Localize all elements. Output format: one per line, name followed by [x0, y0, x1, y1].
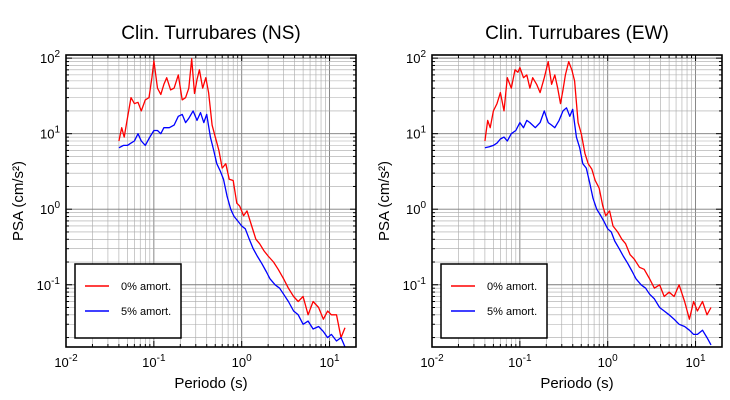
- tick-exponent: 1: [334, 353, 340, 364]
- tick-base: 10: [403, 278, 417, 293]
- x-tick-label: 10-1: [508, 353, 532, 370]
- legend-label: 0% amort.: [121, 281, 171, 293]
- tick-base: 10: [320, 355, 334, 370]
- tick-base: 10: [40, 51, 54, 66]
- y-axis-label: PSA (cm/s²): [376, 161, 393, 241]
- series-lines: [484, 60, 712, 346]
- tick-exponent: 2: [54, 49, 60, 60]
- tick-exponent: 1: [54, 125, 60, 136]
- legend: 0% amort. 5% amort.: [440, 263, 548, 339]
- tick-exponent: 2: [420, 49, 426, 60]
- y-tick-label: 102: [406, 49, 426, 66]
- tick-base: 10: [508, 355, 522, 370]
- tick-exponent: 0: [54, 200, 60, 211]
- legend-box: [440, 263, 548, 339]
- tick-base: 10: [142, 355, 156, 370]
- tick-exponent: -1: [417, 276, 426, 287]
- tick-exponent: -1: [523, 353, 532, 364]
- y-tick-label: 102: [40, 49, 60, 66]
- y-tick-label: 10-1: [403, 276, 427, 293]
- tick-base: 10: [406, 127, 420, 142]
- legend-label: 5% amort.: [121, 306, 171, 318]
- tick-base: 10: [406, 51, 420, 66]
- plot-frame: [431, 54, 723, 348]
- grid: [431, 55, 723, 347]
- x-tick-label: 101: [686, 353, 706, 370]
- x-tick-label: 10-1: [142, 353, 166, 370]
- x-tick-label: 100: [598, 353, 618, 370]
- plot-frame: [65, 54, 357, 348]
- series-line-undamped: [118, 58, 346, 339]
- tick-exponent: -2: [435, 353, 444, 364]
- chart-title: Clin. Turrubares (NS): [121, 23, 301, 44]
- tick-base: 10: [40, 202, 54, 217]
- y-tick-label: 10-1: [37, 276, 61, 293]
- series-line-undamped: [484, 60, 712, 320]
- series-line-damped: [118, 110, 346, 348]
- tick-base: 10: [232, 355, 246, 370]
- tick-base: 10: [420, 355, 434, 370]
- x-tick-label: 10-2: [420, 353, 444, 370]
- tick-base: 10: [406, 202, 420, 217]
- x-axis-label: Periodo (s): [540, 375, 613, 392]
- tick-exponent: -1: [157, 353, 166, 364]
- y-tick-label: 101: [406, 125, 426, 142]
- x-axis-label: Periodo (s): [174, 375, 247, 392]
- legend-label: 5% amort.: [487, 306, 537, 318]
- tick-exponent: 0: [420, 200, 426, 211]
- legend-label: 0% amort.: [487, 281, 537, 293]
- y-tick-label: 100: [40, 200, 60, 217]
- series-line-damped: [484, 107, 712, 346]
- tick-base: 10: [40, 127, 54, 142]
- y-tick-label: 101: [40, 125, 60, 142]
- tick-exponent: 0: [246, 353, 252, 364]
- tick-base: 10: [686, 355, 700, 370]
- series-lines: [118, 58, 346, 348]
- tick-exponent: 0: [612, 353, 618, 364]
- tick-exponent: 1: [700, 353, 706, 364]
- tick-exponent: 1: [420, 125, 426, 136]
- legend: 0% amort. 5% amort.: [74, 263, 182, 339]
- y-axis-label: PSA (cm/s²): [10, 161, 27, 241]
- tick-base: 10: [598, 355, 612, 370]
- x-tick-label: 101: [320, 353, 340, 370]
- x-tick-label: 10-2: [54, 353, 78, 370]
- tick-exponent: -1: [51, 276, 60, 287]
- x-tick-label: 100: [232, 353, 252, 370]
- y-tick-label: 100: [406, 200, 426, 217]
- tick-exponent: -2: [69, 353, 78, 364]
- legend-box: [74, 263, 182, 339]
- tick-base: 10: [54, 355, 68, 370]
- tick-base: 10: [37, 278, 51, 293]
- chart-title: Clin. Turrubares (EW): [485, 23, 669, 44]
